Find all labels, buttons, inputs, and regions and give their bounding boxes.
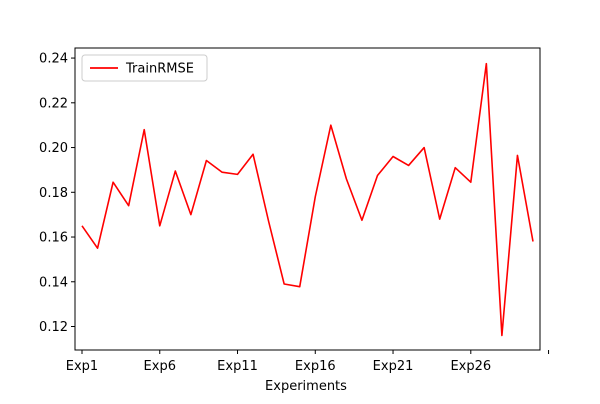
data-point — [345, 178, 347, 180]
y-tick-label: 0.18 — [39, 186, 68, 201]
data-point — [81, 225, 83, 227]
data-point — [252, 153, 254, 155]
legend-label: TrainRMSE — [125, 62, 194, 77]
axes-layer: 0.12 0.14 0.16 0.18 0.20 0.22 0.24 Exp1 Exp6 Exp1… — [39, 47, 550, 374]
y-tick-label: 0.12 — [39, 320, 68, 335]
data-point — [532, 240, 534, 242]
data-point — [438, 218, 440, 220]
data-point — [159, 225, 161, 227]
y-tick-label: 0.20 — [39, 141, 68, 156]
x-tick-label: Exp21 — [373, 359, 414, 374]
data-point — [501, 334, 503, 336]
data-point — [314, 196, 316, 198]
data-point — [283, 283, 285, 285]
y-tick-label: 0.22 — [39, 96, 68, 111]
y-tick-label: 0.14 — [39, 275, 68, 290]
data-point — [112, 181, 114, 183]
data-point — [236, 173, 238, 175]
data-point — [174, 170, 176, 172]
data-point — [96, 247, 98, 249]
x-tick-label: Exp26 — [450, 359, 491, 374]
data-point — [143, 128, 145, 130]
data-point — [516, 154, 518, 156]
data-point — [485, 62, 487, 64]
x-tick-label: Exp11 — [217, 359, 258, 374]
data-point — [190, 213, 192, 215]
data-point — [454, 166, 456, 168]
data-point — [470, 181, 472, 183]
series-layer — [81, 62, 534, 337]
series-line-trainrmse — [81, 62, 534, 337]
data-point — [361, 219, 363, 221]
x-tick-label: Exp16 — [295, 359, 336, 374]
legend: TrainRMSE — [81, 54, 208, 82]
y-tick-label: 0.16 — [39, 231, 68, 246]
data-point — [205, 159, 207, 161]
x-tick-label: Exp6 — [144, 359, 176, 374]
x-tick-label: Exp1 — [66, 359, 98, 374]
data-point — [267, 220, 269, 222]
y-tick-label: 0.24 — [39, 52, 68, 67]
x-axis-label: Experiments — [265, 379, 347, 394]
data-point — [127, 205, 129, 207]
data-point — [299, 285, 301, 287]
data-point — [407, 164, 409, 166]
data-point — [423, 146, 425, 148]
legend-box — [81, 54, 208, 82]
data-point — [330, 124, 332, 126]
data-point — [221, 171, 223, 173]
data-point — [376, 174, 378, 176]
plot-frame — [74, 47, 541, 351]
data-point — [392, 155, 394, 157]
